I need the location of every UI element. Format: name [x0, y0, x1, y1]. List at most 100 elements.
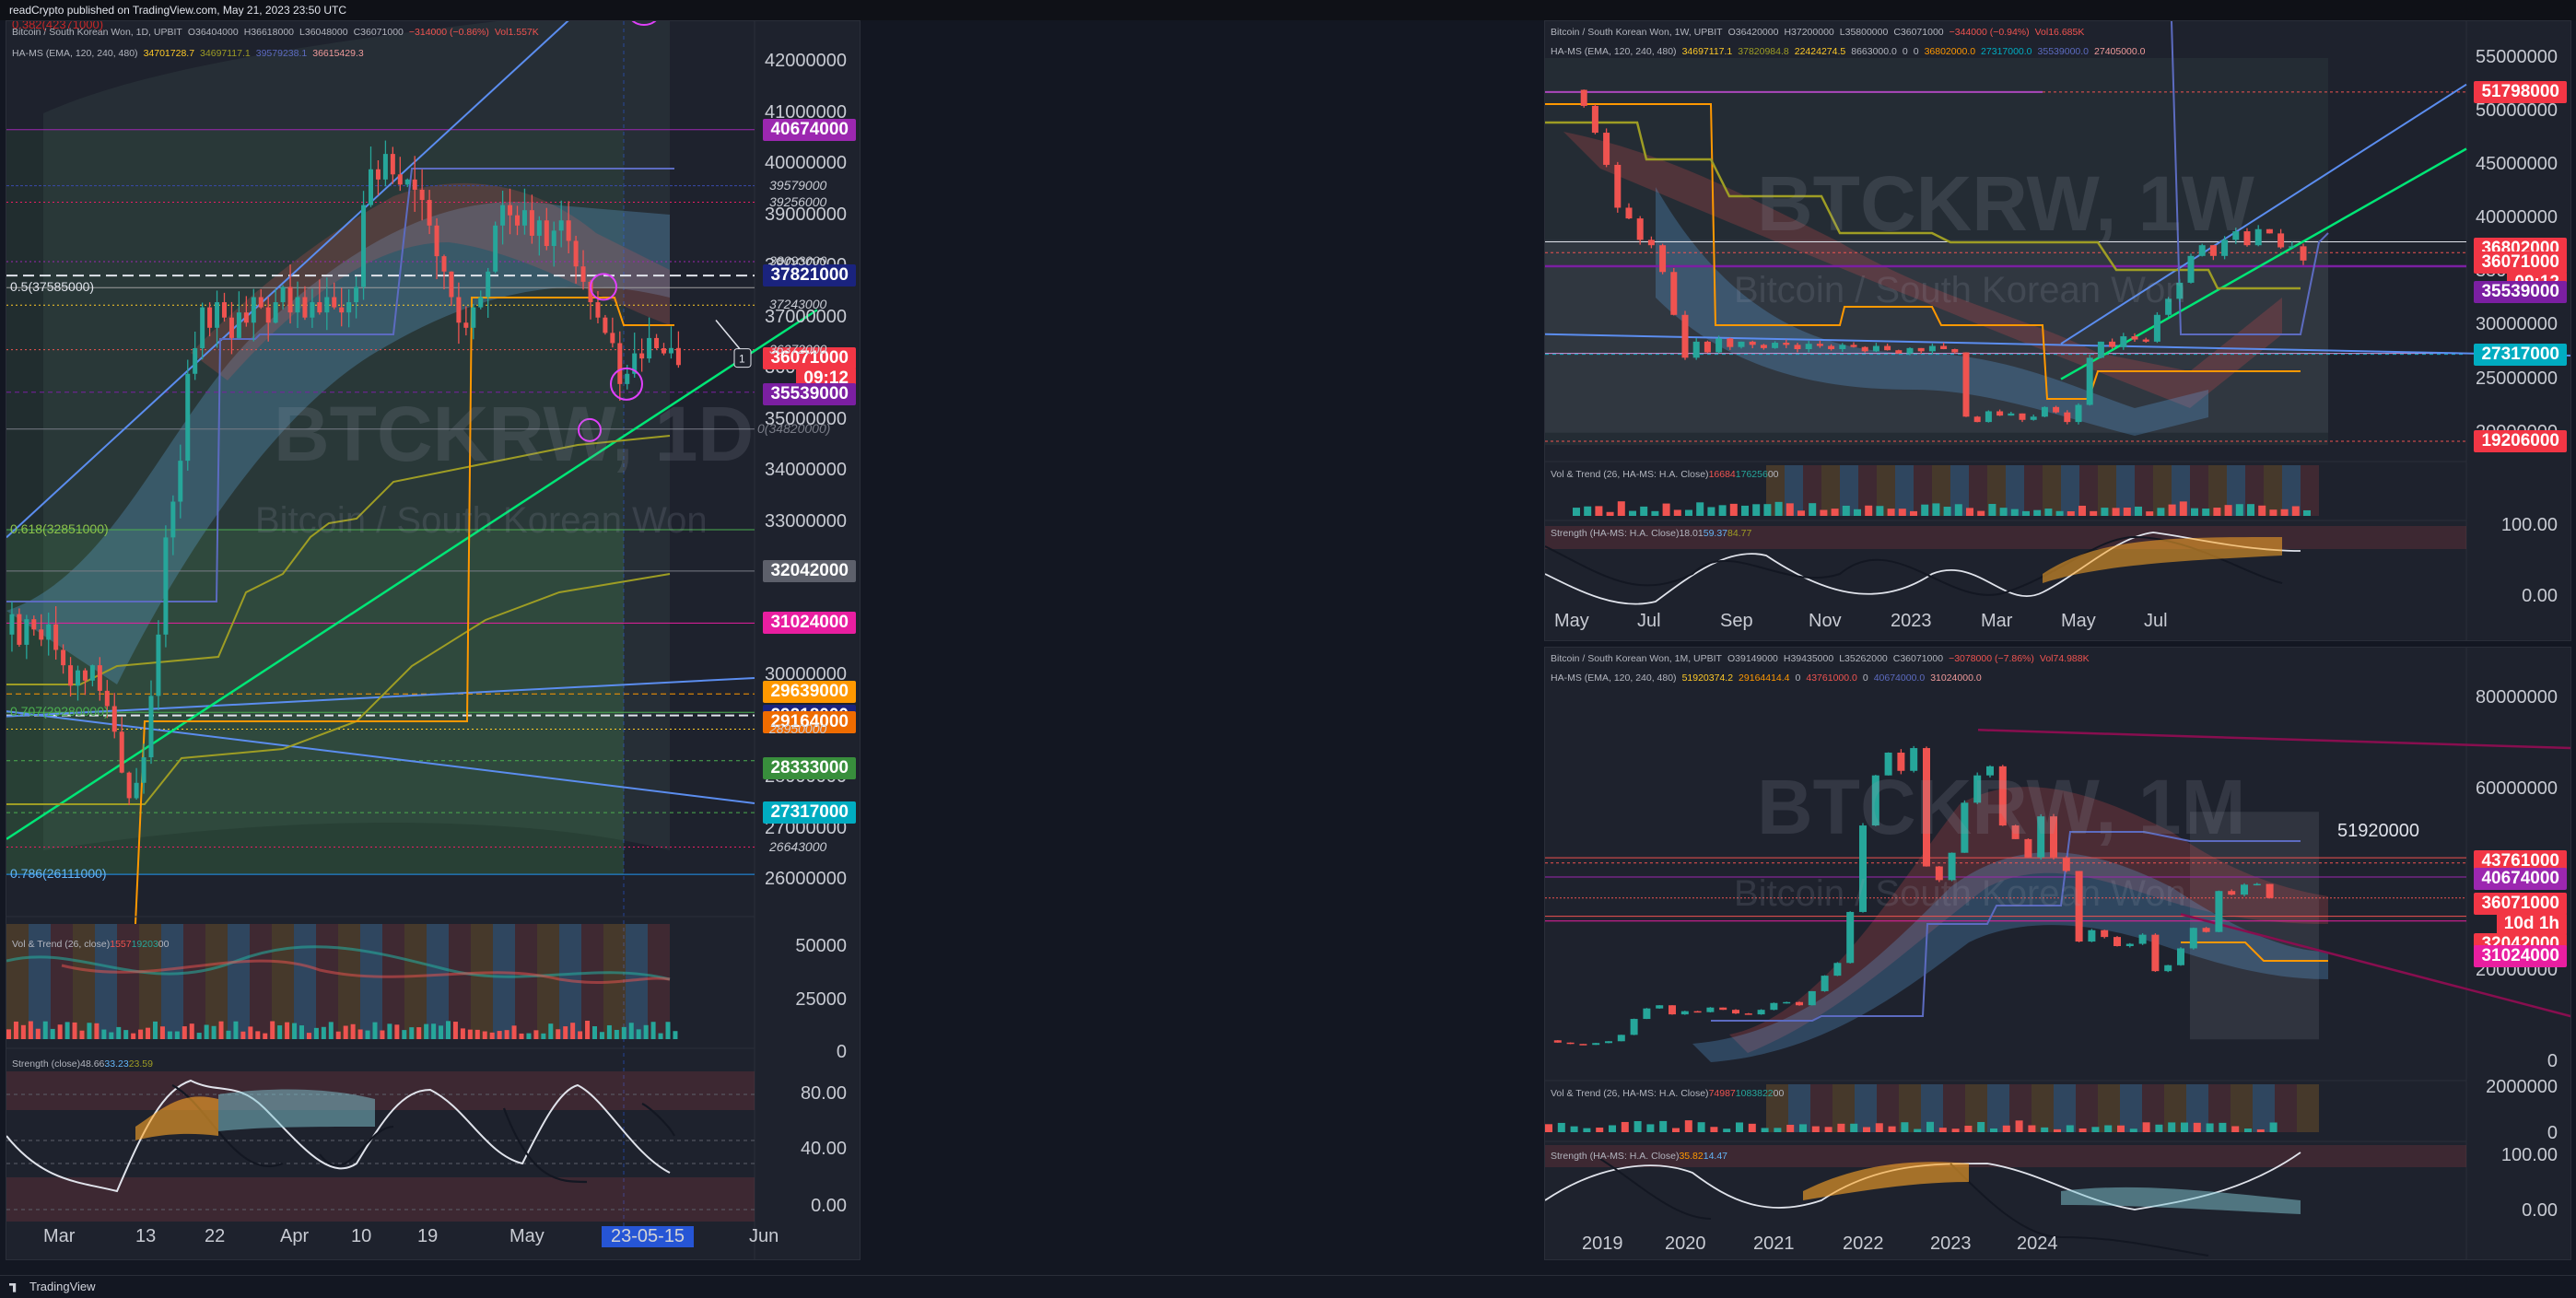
header-value: 0: [1913, 46, 1919, 57]
header-value: H36618000: [243, 27, 295, 38]
monthly-candle-body: [1859, 825, 1867, 912]
monthly-vol-bar: [1901, 1122, 1909, 1132]
daily-vol-band: [404, 924, 427, 1039]
daily-candle-body: [508, 205, 513, 216]
monthly-chart-panel[interactable]: BTCKRW, 1M Bitcoin / South Korean Won Bi…: [1544, 647, 2571, 1260]
daily-vol-bar: [196, 1033, 202, 1039]
daily-vol-bar: [394, 1024, 400, 1039]
daily-circle-marker: [610, 367, 643, 401]
monthly-candle-body: [2151, 934, 2160, 972]
weekly-vol-bar: [2146, 511, 2154, 516]
weekly-vol-bar: [1797, 510, 1805, 516]
daily-vol-bar: [599, 1032, 604, 1039]
daily-chart-panel[interactable]: 1 BTCKRW, 1D Bitcoin / South Korean Won …: [6, 20, 861, 1260]
daily-vol-bar: [614, 1029, 619, 1039]
monthly-vol-bar: [1609, 1125, 1616, 1132]
monthly-candle-body: [2062, 857, 2070, 871]
weekly-chart-panel[interactable]: BTCKRW, 1W Bitcoin / South Korean Won Bi…: [1544, 20, 2571, 641]
daily-candle-body: [24, 619, 29, 645]
daily-x-tick: 19: [417, 1226, 439, 1246]
daily-candle-body: [588, 281, 593, 303]
daily-candle-body: [251, 297, 256, 323]
daily-vol-bar: [357, 1029, 363, 1039]
daily-x-tick: May: [509, 1226, 544, 1246]
weekly-vol-bar: [1865, 505, 1873, 516]
daily-vol-bar: [409, 1027, 415, 1039]
monthly-vol-band: [2032, 1084, 2054, 1132]
weekly-candle-body: [1715, 338, 1723, 353]
header-value: 18.01: [1679, 528, 1704, 539]
daily-watermark-symbol: BTCKRW, 1D: [274, 391, 755, 477]
header-value: Vol74.988K: [2039, 653, 2090, 664]
weekly-price-box: 51798000: [2474, 80, 2567, 103]
daily-candle-body: [515, 215, 520, 226]
weekly-vol-bar: [1988, 504, 1996, 516]
header-value: 36615429.3: [312, 48, 364, 59]
daily-candle-body: [111, 706, 117, 732]
daily-vol-bar: [218, 1021, 224, 1039]
weekly-vol-bar: [1876, 506, 1884, 516]
daily-vol-band: [515, 924, 537, 1039]
daily-vol-bar: [482, 1031, 487, 1039]
daily-level-label: 37243000: [769, 297, 827, 312]
monthly-chart-canvas[interactable]: [1545, 648, 2571, 1260]
daily-candle-body: [104, 690, 110, 707]
daily-vol-bar: [636, 1029, 641, 1039]
monthly-price-box: 36071000: [2474, 892, 2567, 915]
daily-vol-bar: [211, 1025, 217, 1039]
header-value: H39435000: [1783, 653, 1834, 664]
header-value: 34697117.1: [1681, 46, 1733, 57]
weekly-price-tick: 55000000: [2476, 46, 2558, 67]
daily-candle-body: [375, 169, 381, 180]
daily-vol-band: [537, 924, 559, 1039]
monthly-candle-body: [1566, 1042, 1575, 1045]
monthly-price-tick: 0: [2547, 1051, 2558, 1071]
daily-vol-bar: [123, 1030, 129, 1039]
weekly-candle-body: [1580, 89, 1587, 106]
daily-vol-bar: [277, 1025, 283, 1039]
daily-vol-bar: [402, 1030, 407, 1039]
weekly-vol-bar: [1640, 506, 1648, 516]
daily-candle-body: [404, 179, 410, 185]
monthly-candle-body: [2011, 825, 2020, 839]
monthly-vol-bar: [2168, 1122, 2176, 1132]
daily-candle-body: [625, 373, 630, 384]
header-value: 84.77: [1727, 528, 1752, 539]
monthly-price-tick: 60000000: [2476, 778, 2558, 799]
monthly-vol-band: [2076, 1084, 2098, 1132]
daily-header-ohlc: Bitcoin / South Korean Won, 1D, UPBIT O36…: [12, 27, 544, 38]
monthly-vol-bar: [1837, 1123, 1845, 1132]
weekly-candle-body: [1614, 164, 1622, 208]
daily-vol-bar: [263, 1033, 268, 1039]
monthly-vol-bar: [1786, 1124, 1795, 1132]
header-value: Vol & Trend (26, HA-MS: H.A. Close): [1551, 469, 1709, 480]
daily-vol-band: [117, 924, 139, 1039]
daily-annotation-text: 1: [739, 353, 745, 366]
weekly-vol-bar: [1673, 509, 1681, 516]
daily-trendline-green: [6, 309, 818, 840]
header-value: 40674000.0: [1873, 672, 1926, 684]
weekly-chart-canvas[interactable]: [1545, 21, 2571, 641]
daily-candle-body: [369, 169, 373, 205]
weekly-price-tick: 45000000: [2476, 153, 2558, 174]
monthly-vol-bar: [2015, 1120, 2023, 1132]
weekly-vol-bar: [2291, 506, 2300, 516]
weekly-vol-bar: [2090, 510, 2098, 516]
daily-price-tick: 35000000: [765, 408, 847, 429]
daily-price-tick: 33000000: [765, 510, 847, 532]
daily-candle-body: [76, 670, 80, 686]
daily-vol-band: [338, 924, 360, 1039]
daily-candle-body: [486, 271, 491, 298]
daily-vol-bar: [439, 1025, 444, 1039]
daily-vol-bar: [673, 1031, 678, 1039]
monthly-level-label: 51920000: [2337, 821, 2419, 841]
monthly-vol-band: [2275, 1084, 2297, 1132]
daily-chart-canvas[interactable]: 1: [6, 21, 861, 1260]
monthly-candle-body: [2177, 948, 2184, 965]
daily-vol-bar: [563, 1026, 568, 1039]
weekly-vol-bar: [1774, 501, 1783, 516]
daily-x-tick: 10: [351, 1226, 372, 1246]
daily-vol-bar: [233, 1021, 239, 1039]
daily-candle-body: [456, 297, 462, 323]
daily-vol-tick: 50000: [795, 936, 847, 956]
